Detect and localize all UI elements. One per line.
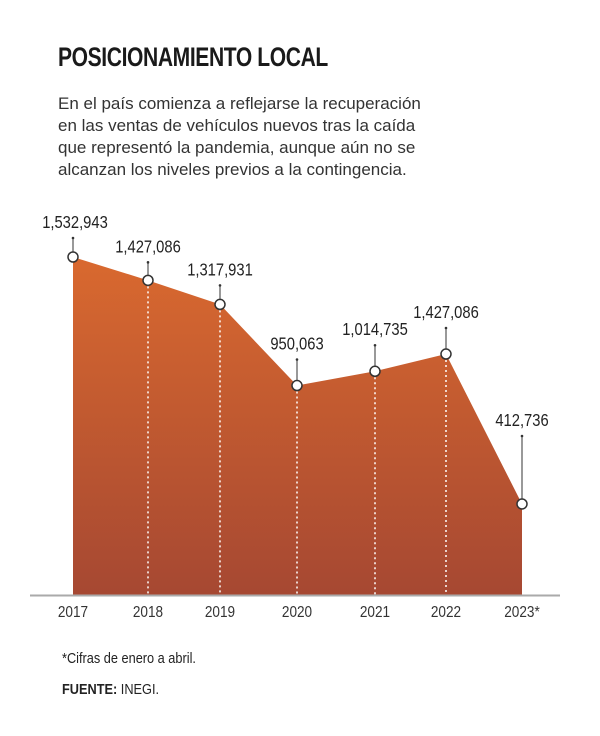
label-stem-dot — [295, 358, 299, 361]
data-label: 1,427,086 — [413, 303, 479, 323]
source-label: FUENTE: — [62, 681, 118, 698]
data-point — [516, 498, 528, 510]
data-point — [67, 251, 79, 263]
x-tick-label: 2023* — [504, 604, 540, 621]
x-tick-label: 2021 — [360, 604, 390, 621]
data-label: 1,317,931 — [187, 260, 253, 280]
label-stem-dot — [218, 284, 222, 287]
subtitle-line: En el país comienza a reflejarse la recu… — [58, 94, 421, 113]
x-tick-label: 2019 — [205, 604, 235, 621]
x-tick-label: 2018 — [133, 604, 163, 621]
data-label: 950,063 — [270, 334, 323, 354]
data-point — [369, 365, 381, 378]
x-tick-label: 2020 — [282, 604, 312, 621]
label-stem-dot — [373, 343, 377, 347]
label-stem-dot — [444, 326, 448, 330]
footnote: *Cifras de enero a abril. — [62, 650, 196, 667]
label-stem-dot — [146, 261, 150, 264]
x-tick-label: 2022 — [431, 604, 461, 621]
data-label: 412,736 — [495, 411, 548, 431]
data-point — [214, 298, 226, 311]
data-label: 1,532,943 — [42, 213, 108, 233]
subtitle-line: alcanzan los niveles previos a la contin… — [58, 160, 407, 179]
subtitle-line: en las ventas de vehículos nuevos tras l… — [58, 116, 416, 135]
area-fill — [73, 257, 522, 595]
label-stem-dot — [520, 434, 524, 438]
subtitle-line: que representó la pandemia, aunque aún n… — [58, 138, 416, 157]
source: FUENTE: INEGI. — [62, 681, 159, 698]
x-tick-label: 2017 — [58, 604, 88, 621]
source-value: INEGI. — [117, 681, 160, 698]
data-point — [440, 348, 452, 360]
label-stem-dot — [71, 236, 75, 240]
chart-title: POSICIONAMIENTO LOCAL — [58, 42, 328, 72]
data-label: 1,427,086 — [115, 237, 181, 257]
data-point — [142, 274, 154, 287]
data-label: 1,014,735 — [342, 320, 408, 340]
chart-subtitle: En el país comienza a reflejarse la recu… — [58, 93, 421, 181]
data-point — [291, 379, 303, 392]
